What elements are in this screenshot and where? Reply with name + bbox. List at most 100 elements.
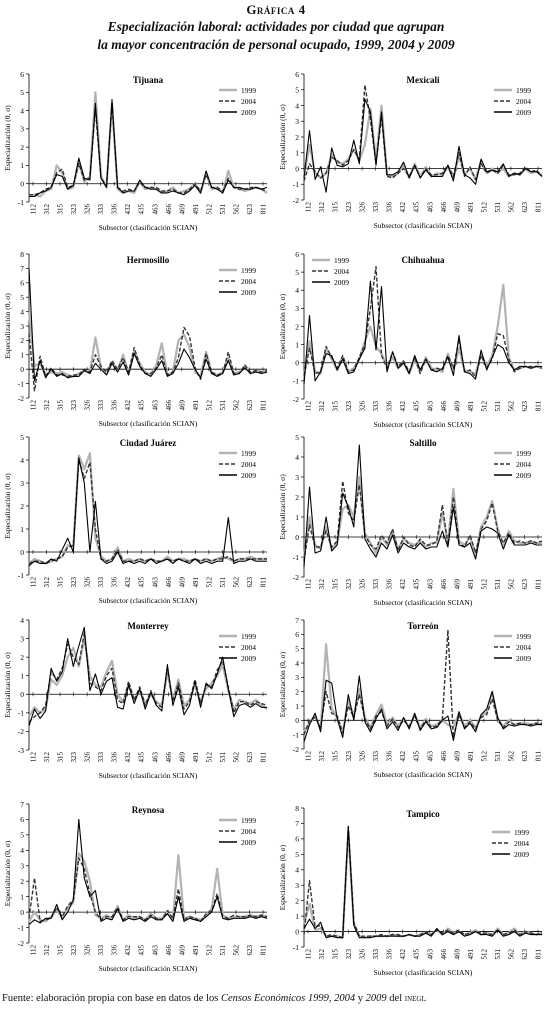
series-line-2004 <box>303 825 543 939</box>
x-tick-label: 466 <box>165 945 173 956</box>
x-tick-label: 512 <box>205 577 213 588</box>
x-tick-label: 326 <box>359 949 367 960</box>
x-tick-label: 469 <box>453 751 461 762</box>
y-tick-label: -2 <box>293 745 299 754</box>
y-tick-label: 4 <box>295 866 299 875</box>
x-tick-label: 326 <box>84 204 92 215</box>
chart-panel-ciudad-juárez: Ciudad Juárez -1 0 1 2 3 4 5 112 312 315 323 326 333 3… <box>3 433 268 605</box>
series-line-2004 <box>28 326 268 392</box>
x-tick-label: 469 <box>178 945 186 956</box>
x-tick-label: 333 <box>372 751 380 762</box>
y-tick-label: 2 <box>295 493 299 502</box>
y-tick-label: 5 <box>295 850 299 859</box>
chart-title: Ciudad Juárez <box>120 438 177 448</box>
x-tick-label: 312 <box>43 577 51 588</box>
x-tick-label: 435 <box>413 949 421 960</box>
x-axis-title: Subsector (clasificación SCIAN) <box>374 221 473 230</box>
x-tick-label: 333 <box>97 400 105 411</box>
x-tick-label: 432 <box>124 400 132 411</box>
x-tick-label: 333 <box>97 204 105 215</box>
x-tick-label: 491 <box>467 401 475 412</box>
x-tick-label: 623 <box>521 401 529 412</box>
y-tick-label: 1 <box>20 525 24 534</box>
y-tick-label: -2 <box>18 939 24 948</box>
series-line-2004 <box>303 480 543 562</box>
y-tick-label: 5 <box>295 433 299 442</box>
y-tick-label: 3 <box>295 881 299 890</box>
x-tick-label: 333 <box>97 577 105 588</box>
x-tick-label: 336 <box>386 202 394 213</box>
x-tick-label: 112 <box>305 401 313 412</box>
y-tick-label: 4 <box>20 456 24 465</box>
y-tick-label: -1 <box>18 571 24 580</box>
y-tick-label: 4 <box>295 101 299 110</box>
x-tick-label: 466 <box>440 949 448 960</box>
x-tick-label: 435 <box>138 577 146 588</box>
x-tick-label: 512 <box>205 400 213 411</box>
figure-title-line-2: la mayor concentración de personal ocupa… <box>97 37 455 52</box>
x-tick-label: 435 <box>413 202 421 213</box>
x-tick-label: 336 <box>386 579 394 590</box>
y-tick-label: 2 <box>20 336 24 345</box>
x-tick-label: 466 <box>440 401 448 412</box>
x-tick-label: 333 <box>372 579 380 590</box>
y-tick-label: 6 <box>295 630 299 639</box>
x-axis-title: Subsector (clasificación SCIAN) <box>99 596 198 605</box>
x-tick-label: 463 <box>426 202 434 213</box>
y-axis-title: Especialización (0, σ) <box>3 105 12 171</box>
series-line-2004 <box>303 266 543 378</box>
legend-label-2009: 2009 <box>516 471 531 480</box>
y-tick-label: 3 <box>295 304 299 313</box>
y-tick-label: 1 <box>295 912 299 921</box>
chart-title: Hermosillo <box>127 255 170 265</box>
x-tick-label: 432 <box>399 751 407 762</box>
x-tick-label: 112 <box>30 400 38 411</box>
y-tick-label: 4 <box>20 846 24 855</box>
x-tick-label: 491 <box>192 945 200 956</box>
legend-label-2004: 2004 <box>516 460 531 469</box>
x-tick-label: 491 <box>192 400 200 411</box>
x-tick-label: 491 <box>192 577 200 588</box>
x-tick-label: 336 <box>111 577 119 588</box>
chart-title: Tampico <box>406 809 440 819</box>
x-tick-label: 312 <box>318 202 326 213</box>
source-italic: Censos Económicos 1999, 2004 <box>220 993 356 1004</box>
x-tick-label: 512 <box>480 949 488 960</box>
x-tick-label: 531 <box>219 204 227 215</box>
x-tick-label: 466 <box>165 400 173 411</box>
x-tick-label: 432 <box>124 945 132 956</box>
series-line-2009 <box>303 98 543 193</box>
x-tick-label: 336 <box>111 204 119 215</box>
y-tick-label: 7 <box>20 800 24 809</box>
chart-panel-mexicali: Mexicali -2 -1 0 1 2 3 4 5 6 112 312 315 323 326 333 336… <box>278 70 543 230</box>
x-tick-label: 623 <box>246 204 254 215</box>
y-tick-label: -2 <box>293 573 299 582</box>
y-axis-title: Especialización (0, σ) <box>278 104 287 170</box>
x-tick-label: 811 <box>260 945 268 956</box>
legend-label-1999: 1999 <box>516 632 531 641</box>
series-line-2004 <box>303 84 543 182</box>
chart-panel-saltillo: Saltillo -2 -1 0 1 2 3 4 5 112 312 315 323 326 333 336 4… <box>278 433 543 607</box>
x-tick-label: 463 <box>151 945 159 956</box>
x-tick-label: 315 <box>57 577 65 588</box>
y-tick-label: 4 <box>20 616 24 625</box>
x-tick-label: 112 <box>305 202 313 213</box>
x-tick-label: 312 <box>43 400 51 411</box>
x-tick-label: 323 <box>70 752 78 763</box>
x-tick-label: 623 <box>521 751 529 762</box>
figure-title-line-1: Especialización laboral: actividades por… <box>107 19 445 34</box>
series-line-2009 <box>303 825 542 939</box>
x-tick-label: 315 <box>57 204 65 215</box>
x-tick-label: 463 <box>151 400 159 411</box>
x-tick-label: 623 <box>246 400 254 411</box>
source-note: Fuente: elaboración propia con base en d… <box>2 993 426 1004</box>
y-tick-label: 1 <box>295 513 299 522</box>
y-tick-label: 3 <box>295 673 299 682</box>
x-tick-label: 326 <box>359 401 367 412</box>
x-tick-label: 531 <box>494 949 502 960</box>
x-tick-label: 326 <box>84 945 92 956</box>
chart-title: Monterrey <box>127 621 169 631</box>
legend-label-2009: 2009 <box>514 850 529 859</box>
x-tick-label: 531 <box>494 202 502 213</box>
y-tick-label: 5 <box>295 644 299 653</box>
